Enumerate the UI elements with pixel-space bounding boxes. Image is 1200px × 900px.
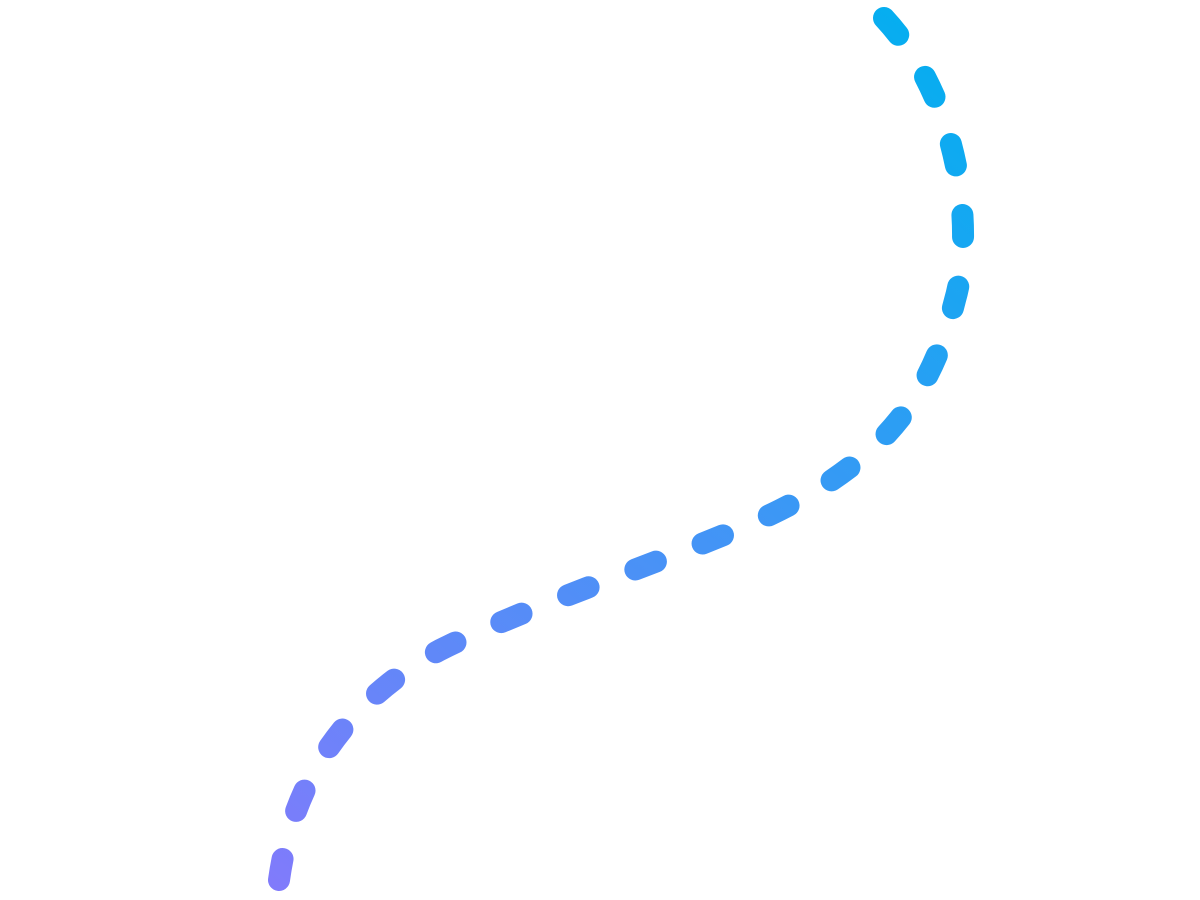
- dashed-curve: [268, 7, 975, 891]
